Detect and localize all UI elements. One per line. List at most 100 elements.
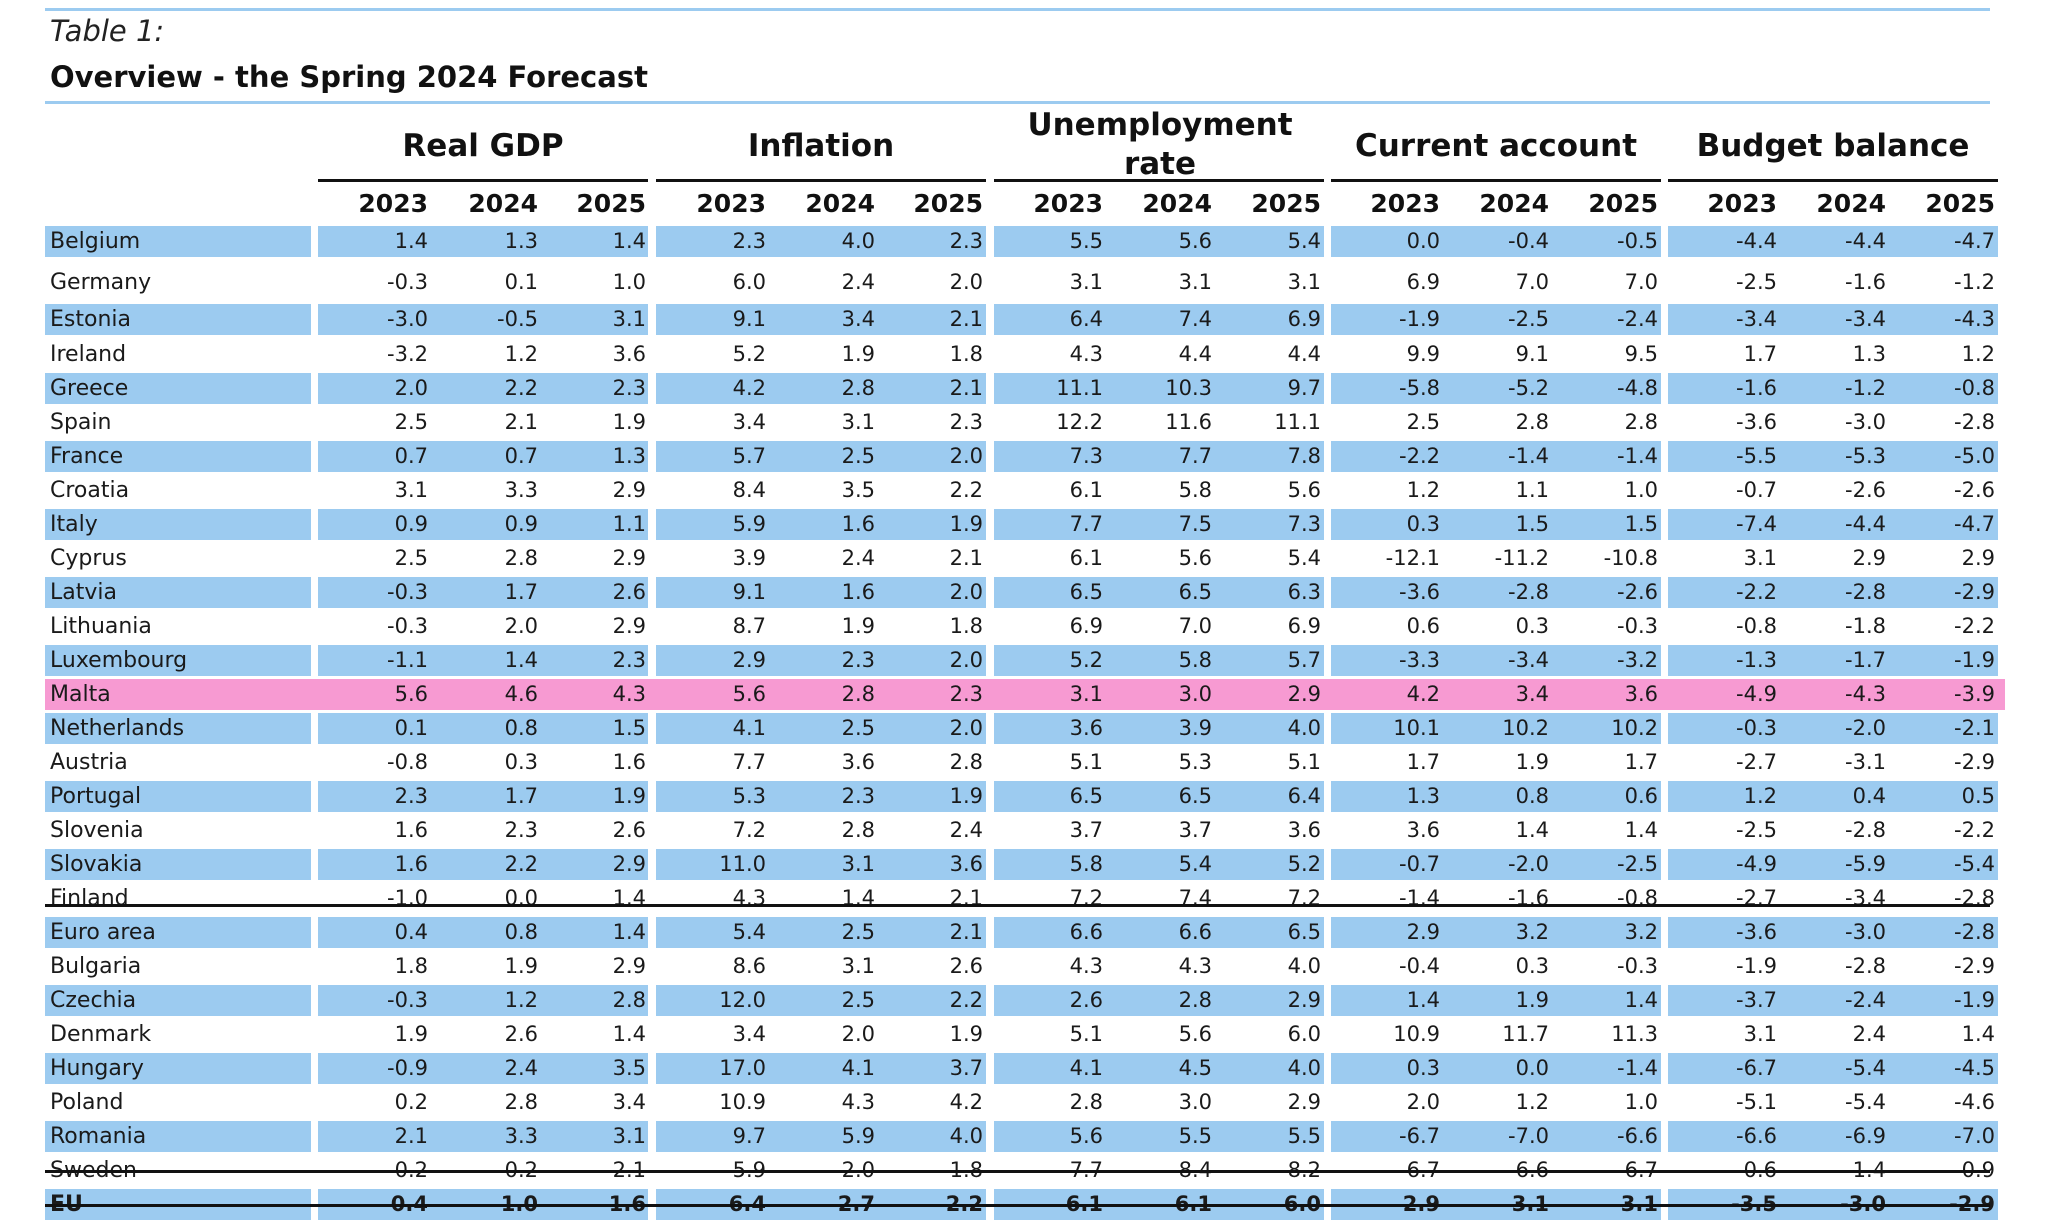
country-label: Italy [50, 512, 98, 537]
row-highlight [318, 1121, 648, 1152]
row-highlight [1668, 985, 1998, 1016]
value-cell: 1.7 [504, 784, 538, 808]
value-cell: 3.5 [612, 1056, 646, 1080]
value-cell: 4.2 [949, 1090, 983, 1114]
value-cell: -1.4 [1617, 1056, 1658, 1080]
value-cell: 2.8 [612, 988, 646, 1012]
value-cell: 2.1 [949, 546, 983, 570]
value-cell: -1.7 [1845, 648, 1886, 672]
value-cell: 1.6 [841, 580, 875, 604]
row-highlight [1331, 226, 1661, 257]
value-cell: 2.9 [1287, 1090, 1321, 1114]
value-cell: 0.7 [504, 444, 538, 468]
value-cell: 7.0 [1515, 270, 1549, 294]
value-cell: 1.9 [612, 410, 646, 434]
value-cell: 1.0 [1624, 478, 1658, 502]
value-cell: 12.2 [1056, 410, 1103, 434]
value-cell: 7.2 [1287, 886, 1321, 910]
row-highlight [1668, 226, 1998, 257]
value-cell: 4.4 [1178, 342, 1212, 366]
value-cell: 2.2 [504, 852, 538, 876]
value-cell: 1.4 [1961, 1022, 1995, 1046]
value-cell: 1.2 [1743, 784, 1777, 808]
value-cell: 3.4 [612, 1090, 646, 1114]
value-cell: 3.7 [1069, 818, 1103, 842]
value-cell: -2.6 [1845, 478, 1886, 502]
row-highlight [318, 1053, 648, 1084]
value-cell: 11.0 [719, 852, 766, 876]
row-highlight [1331, 304, 1661, 335]
value-cell: 5.7 [732, 444, 766, 468]
year-header: 2024 [1479, 189, 1549, 218]
table-row: Finland -1.0 0.0 1.4 4.3 1.4 2.1 7.2 7.4 7.2 -1.4 -… [0, 883, 2048, 914]
row-highlight [1331, 441, 1661, 472]
value-cell: 2.9 [1961, 546, 1995, 570]
value-cell: 17.0 [719, 1056, 766, 1080]
group-rule [318, 179, 648, 182]
value-cell: 9.1 [732, 580, 766, 604]
value-cell: 1.6 [394, 818, 428, 842]
value-cell: 3.0 [1178, 1090, 1212, 1114]
euro-area-rule [45, 904, 1990, 907]
value-cell: 10.2 [1502, 716, 1549, 740]
value-cell: -2.1 [1954, 716, 1995, 740]
value-cell: 6.1 [1069, 546, 1103, 570]
value-cell: 3.1 [1069, 270, 1103, 294]
value-cell: 3.9 [1178, 716, 1212, 740]
value-cell: 2.5 [394, 410, 428, 434]
row-highlight [45, 849, 311, 880]
title-rule [45, 101, 1990, 104]
row-highlight [656, 441, 986, 472]
value-cell: 5.2 [1069, 648, 1103, 672]
value-cell: 1.9 [1515, 988, 1549, 1012]
value-cell: 0.2 [394, 1090, 428, 1114]
value-cell: 2.1 [949, 376, 983, 400]
value-cell: 10.1 [1393, 716, 1440, 740]
value-cell: 1.9 [612, 784, 646, 808]
value-cell: 3.6 [612, 342, 646, 366]
value-cell: 10.9 [1393, 1022, 1440, 1046]
value-cell: 2.3 [841, 784, 875, 808]
value-cell: 2.0 [504, 614, 538, 638]
row-highlight [994, 577, 1324, 608]
value-cell: -2.8 [1954, 920, 1995, 944]
value-cell: -3.1 [1845, 750, 1886, 774]
value-cell: 2.8 [841, 376, 875, 400]
value-cell: -2.0 [1508, 852, 1549, 876]
value-cell: -2.0 [1845, 716, 1886, 740]
value-cell: 5.4 [1287, 546, 1321, 570]
value-cell: -5.9 [1845, 852, 1886, 876]
value-cell: 0.1 [394, 716, 428, 740]
value-cell: 1.7 [1743, 342, 1777, 366]
value-cell: 5.5 [1178, 1124, 1212, 1148]
value-cell: 11.7 [1502, 1022, 1549, 1046]
row-highlight [45, 226, 311, 257]
year-header: 2023 [696, 189, 766, 218]
value-cell: 5.1 [1069, 1022, 1103, 1046]
value-cell: 1.9 [949, 1022, 983, 1046]
value-cell: 3.6 [1287, 818, 1321, 842]
value-cell: -1.2 [1954, 270, 1995, 294]
value-cell: 7.2 [732, 818, 766, 842]
value-cell: 1.0 [1624, 1090, 1658, 1114]
value-cell: -5.8 [1399, 376, 1440, 400]
table-row: Bulgaria 1.8 1.9 2.9 8.6 3.1 2.6 4.3 4.3 4.0 -0.4 0… [0, 951, 2048, 982]
value-cell: 2.8 [841, 818, 875, 842]
value-cell: 4.3 [732, 886, 766, 910]
value-cell: 1.4 [841, 886, 875, 910]
row-highlight [994, 226, 1324, 257]
top-rule [45, 8, 1990, 11]
table-row: Euro area 0.4 0.8 1.4 5.4 2.5 2.1 6.6 6.6 6.5 2.9 3… [0, 917, 2048, 948]
value-cell: 4.0 [1287, 954, 1321, 978]
value-cell: 4.3 [612, 682, 646, 706]
value-cell: 1.9 [841, 614, 875, 638]
eu-rule-top [45, 1170, 1990, 1173]
table-row: Hungary -0.9 2.4 3.5 17.0 4.1 3.7 4.1 4.5 4.0 0.3 0… [0, 1053, 2048, 1084]
value-cell: -2.5 [1508, 307, 1549, 331]
value-cell: 8.4 [732, 478, 766, 502]
row-highlight [1668, 577, 1998, 608]
value-cell: -4.4 [1845, 229, 1886, 253]
value-cell: 6.5 [1069, 580, 1103, 604]
value-cell: 2.5 [841, 716, 875, 740]
value-cell: 3.1 [1178, 270, 1212, 294]
